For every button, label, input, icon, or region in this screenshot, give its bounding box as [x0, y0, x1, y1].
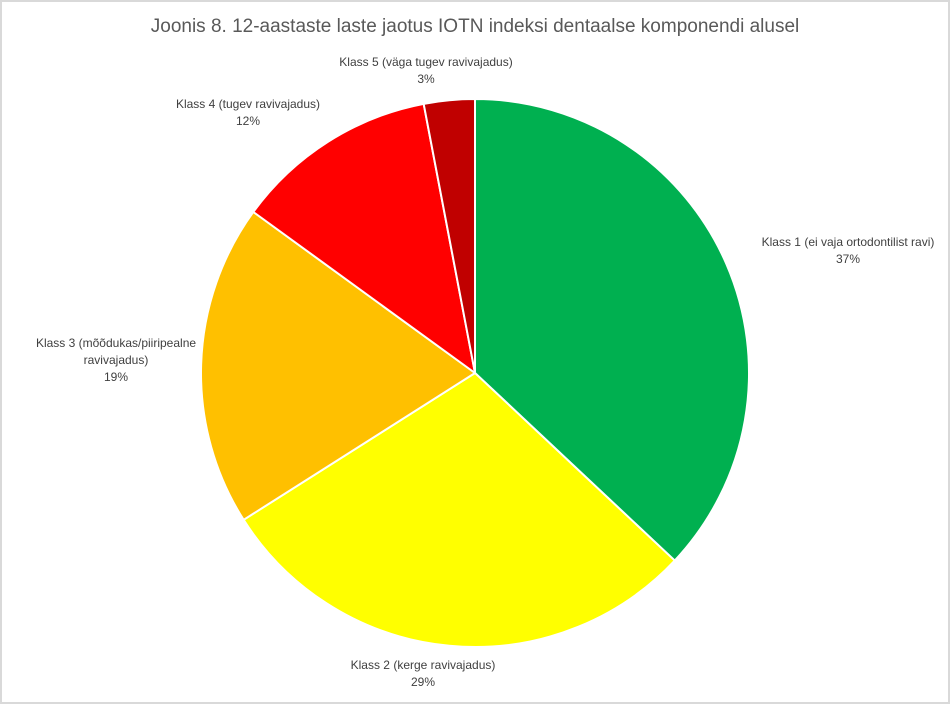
slice-percent: 12%	[235, 114, 261, 128]
slice-label-1: Klass 1 (ei vaja ortodontilist ravi) 37%	[762, 234, 935, 268]
pie-slice-5	[422, 98, 476, 374]
chart-title: Joonis 8. 12-aastaste laste jaotus IOTN …	[150, 16, 800, 37]
slice-percent: 3%	[417, 72, 435, 86]
slice-label-5: Klass 5 (väga tugev ravivajadus) 3%	[339, 54, 512, 88]
slice-label-text: Klass 1 (ei vaja ortodontilist ravi)	[761, 235, 935, 249]
slice-label-4: Klass 4 (tugev ravivajadus) 12%	[176, 96, 320, 130]
slice-label-3: Klass 3 (mõõdukas/piiripealne ravivajadu…	[36, 335, 196, 386]
slice-label-text: Klass 4 (tugev ravivajadus)	[175, 97, 321, 111]
slice-percent: 37%	[835, 252, 861, 266]
slice-percent: 19%	[103, 370, 129, 384]
pie-slice-4	[252, 102, 476, 374]
pie-slice-2	[242, 372, 676, 648]
slice-percent: 29%	[410, 675, 436, 689]
slice-label-text: Klass 5 (väga tugev ravivajadus)	[339, 55, 513, 69]
slice-label-text: Klass 3 (mõõdukas/piiripealne ravivajadu…	[35, 336, 197, 367]
pie-slice-1	[474, 98, 750, 562]
pie-slice-3	[200, 210, 476, 521]
slice-label-2: Klass 2 (kerge ravivajadus) 29%	[351, 657, 496, 691]
slice-label-text: Klass 2 (kerge ravivajadus)	[350, 658, 496, 672]
